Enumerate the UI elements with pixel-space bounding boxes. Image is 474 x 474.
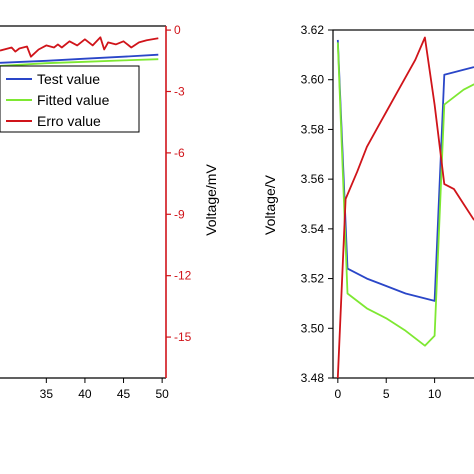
right-series — [336, 36, 474, 379]
left-y-axis-label: Voltage/mV — [203, 164, 219, 236]
left-y-tick-label: -6 — [174, 146, 185, 160]
right-y-tick-label: 3.60 — [301, 73, 325, 87]
left-y-tick-label: -12 — [174, 269, 192, 283]
left-x-tick-label: 50 — [155, 387, 169, 401]
right-x-ticks: 05101 — [334, 378, 442, 401]
right-series-line-test — [336, 39, 474, 302]
left-legend: Test value Fitted value Erro value — [0, 65, 140, 133]
right-x-tick-label: 5 — [383, 387, 390, 401]
legend-item-test: Test value — [6, 71, 100, 87]
right-y-tick-label: 3.54 — [301, 222, 325, 236]
left-y-tick-label: -15 — [174, 330, 192, 344]
legend-item-fitted: Fitted value — [6, 92, 110, 108]
right-y-tick-label: 3.50 — [301, 321, 325, 335]
right-y-axis-label: Voltage/V — [262, 174, 278, 235]
legend-label-fitted: Fitted value — [37, 92, 110, 108]
left-series-line-fitted — [0, 58, 159, 67]
left-right-y-ticks: 0 -3 -6 -9 -12 -15 — [166, 23, 192, 344]
legend-item-error: Erro value — [6, 113, 101, 129]
left-y-tick-label: -3 — [174, 84, 185, 98]
left-y-tick-label: -9 — [174, 207, 185, 221]
right-series-line-error — [336, 36, 474, 379]
right-y-ticks: 3.62 3.60 3.58 3.56 3.54 3.52 3.50 3.48 — [301, 23, 333, 385]
left-x-ticks: 35 40 45 50 — [40, 378, 169, 401]
left-series-line-error — [0, 36, 159, 58]
left-series-line-test — [0, 53, 159, 64]
left-chart: 35 40 45 50 0 -3 -6 -9 -12 -15 Voltage/mV Test v… — [0, 23, 219, 401]
right-x-tick-label: 10 — [428, 387, 442, 401]
right-y-tick-label: 3.48 — [301, 371, 325, 385]
right-y-tick-label: 3.62 — [301, 23, 325, 37]
right-y-tick-label: 3.56 — [301, 172, 325, 186]
legend-label-error: Erro value — [37, 113, 101, 129]
left-x-tick-label: 40 — [78, 387, 92, 401]
left-y-tick-label: 0 — [174, 23, 181, 37]
right-y-tick-label: 3.58 — [301, 122, 325, 136]
right-x-tick-label: 0 — [334, 387, 341, 401]
right-series-line-fitted — [336, 42, 474, 347]
legend-label-test: Test value — [37, 71, 100, 87]
right-plot-frame — [332, 29, 474, 379]
left-x-tick-label: 35 — [40, 387, 54, 401]
right-chart: 05101 3.623.603.583.563.543.523.503.48 V… — [262, 23, 474, 401]
left-series — [0, 36, 159, 67]
left-x-tick-label: 45 — [117, 387, 131, 401]
right-y-tick-label: 3.52 — [301, 272, 325, 286]
